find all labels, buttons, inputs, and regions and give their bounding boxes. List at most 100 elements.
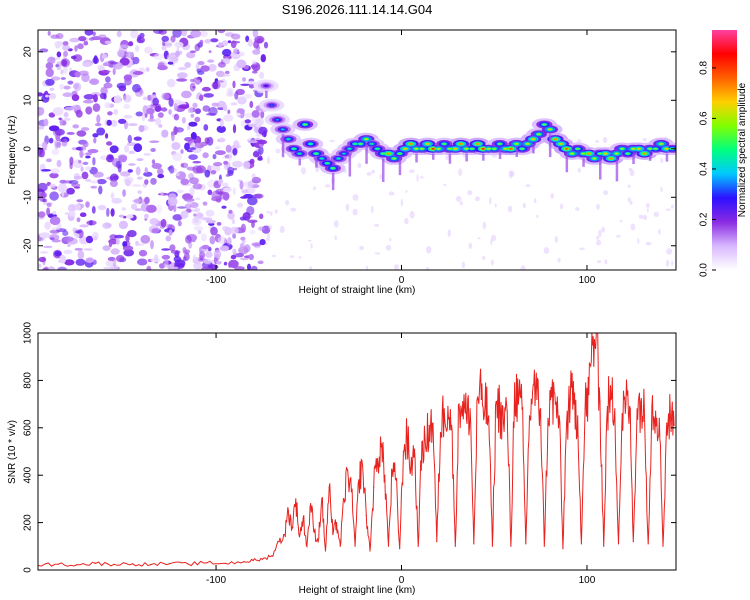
noise-blob bbox=[71, 94, 80, 102]
snr-point bbox=[629, 405, 631, 408]
speckle bbox=[298, 256, 302, 259]
snr-point bbox=[413, 448, 416, 450]
noise-blob bbox=[238, 51, 245, 57]
noise-blob bbox=[232, 148, 238, 156]
noise-blob bbox=[84, 30, 94, 36]
snr-x-ticks: -100 0 100 bbox=[206, 333, 596, 586]
ridge-streak bbox=[398, 158, 402, 176]
ridge-point bbox=[381, 152, 385, 155]
noise-blob bbox=[144, 213, 149, 219]
noise-blob bbox=[218, 137, 226, 143]
noise-blob bbox=[60, 77, 66, 80]
speckle bbox=[646, 208, 649, 213]
noise-blob bbox=[123, 114, 133, 119]
noise-blob bbox=[231, 160, 243, 168]
noise-blob bbox=[125, 51, 134, 59]
speckle bbox=[637, 238, 640, 244]
speckle bbox=[645, 241, 652, 246]
ridge-point bbox=[514, 143, 519, 145]
noise-blob bbox=[202, 152, 209, 159]
noise-blob bbox=[223, 261, 228, 266]
noise-blob bbox=[54, 41, 64, 47]
snr-point bbox=[271, 555, 273, 557]
noise-blob bbox=[189, 82, 196, 92]
snr-point bbox=[540, 408, 542, 410]
speckle bbox=[616, 234, 621, 238]
speckle bbox=[638, 214, 644, 219]
noise-blob bbox=[74, 247, 83, 251]
noise-blob bbox=[128, 150, 136, 155]
noise-blob bbox=[51, 227, 60, 231]
speckle bbox=[268, 224, 272, 231]
noise-blob bbox=[210, 226, 218, 236]
noise-blob bbox=[174, 41, 184, 48]
noise-blob bbox=[172, 214, 183, 221]
noise-blob bbox=[45, 62, 54, 70]
ridge-streak bbox=[665, 153, 669, 162]
ridge-point bbox=[548, 128, 552, 131]
speckle bbox=[425, 267, 430, 270]
noise-blob bbox=[62, 92, 73, 97]
noise-blob bbox=[203, 124, 209, 131]
noise-blob bbox=[205, 219, 216, 224]
noise-blob bbox=[252, 49, 261, 55]
speckle bbox=[629, 169, 635, 177]
speckle bbox=[265, 237, 271, 241]
snr-point bbox=[94, 562, 97, 565]
snr-point bbox=[591, 344, 594, 346]
noise-blob bbox=[201, 233, 207, 242]
noise-blob bbox=[135, 166, 141, 176]
noise-blob bbox=[216, 222, 222, 226]
snr-point bbox=[373, 486, 375, 488]
snr-point bbox=[577, 415, 579, 417]
ridge-point bbox=[531, 138, 535, 141]
speckle bbox=[267, 156, 270, 165]
ridge-streak bbox=[498, 148, 502, 159]
ridge-streak bbox=[632, 153, 635, 164]
noise-blob bbox=[168, 97, 174, 107]
noise-blob bbox=[138, 249, 148, 257]
speckle bbox=[603, 190, 609, 196]
noise-blob bbox=[133, 198, 145, 205]
speckle bbox=[550, 192, 554, 199]
noise-blob bbox=[62, 44, 71, 51]
ridge-point bbox=[509, 147, 513, 150]
snr-point bbox=[643, 415, 646, 417]
noise-blob bbox=[105, 133, 109, 139]
noise-blob bbox=[91, 231, 99, 241]
noise-blob bbox=[104, 40, 112, 45]
noise-blob bbox=[204, 39, 211, 44]
noise-blob bbox=[237, 96, 247, 105]
noise-blob bbox=[82, 99, 94, 104]
noise-blob bbox=[243, 244, 251, 253]
speckle bbox=[468, 242, 472, 250]
ridge-point bbox=[525, 143, 530, 145]
noise-blob bbox=[226, 87, 234, 94]
ridge-streak bbox=[582, 158, 585, 167]
ridge-point bbox=[269, 104, 274, 107]
noise-blob bbox=[150, 177, 157, 185]
speckle bbox=[290, 207, 297, 212]
noise-blob bbox=[85, 166, 92, 171]
snr-point bbox=[76, 564, 78, 566]
noise-blob bbox=[83, 248, 93, 251]
noise-blob bbox=[168, 229, 173, 236]
noise-blob bbox=[75, 109, 83, 118]
noise-blob bbox=[67, 80, 74, 85]
ridge-streak bbox=[382, 158, 385, 182]
noise-blob bbox=[216, 260, 222, 265]
ridge-point bbox=[598, 152, 602, 155]
speckle bbox=[604, 259, 608, 265]
noise-blob bbox=[116, 30, 122, 38]
noise-blob bbox=[110, 192, 115, 200]
noise-blob bbox=[249, 100, 254, 109]
noise-blob bbox=[232, 249, 237, 254]
speckle bbox=[359, 245, 364, 251]
speckle bbox=[447, 229, 451, 238]
snr-point bbox=[477, 396, 479, 398]
y-tick-label: -10 bbox=[23, 190, 34, 205]
noise-blob bbox=[257, 157, 264, 161]
noise-blob bbox=[261, 131, 267, 138]
speckle bbox=[601, 226, 605, 233]
noise-blob bbox=[180, 210, 189, 219]
